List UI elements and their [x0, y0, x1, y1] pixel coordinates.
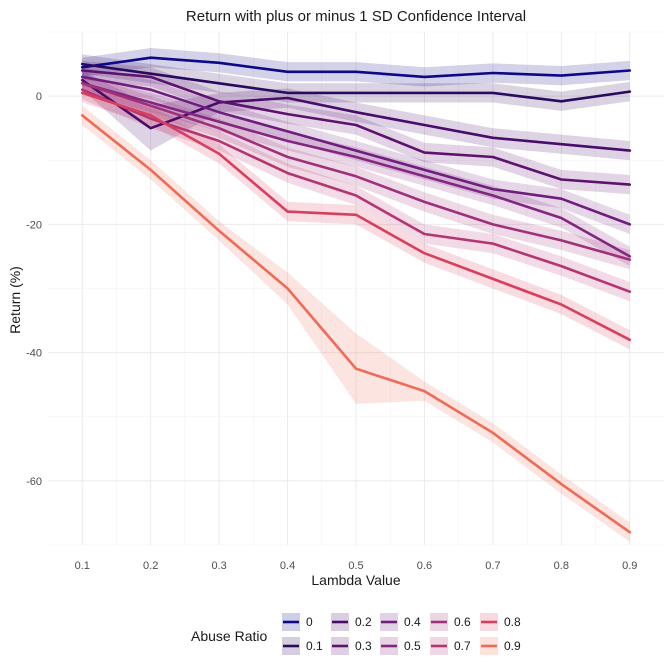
legend-items: 0 0.1 0.2 0.3 0.4 0.5 0.6 0.7 0.8 0.9 [282, 613, 521, 655]
legend-item: 0.5 [380, 637, 421, 655]
y-axis-title: Return (%) [7, 266, 23, 334]
x-tick-label: 0.9 [622, 560, 637, 572]
legend-label: 0.4 [404, 615, 421, 629]
series-line [80, 91, 632, 342]
x-tick-label: 0.2 [143, 560, 158, 572]
series-line [80, 69, 632, 186]
chart-title: Return with plus or minus 1 SD Confidenc… [186, 8, 526, 25]
legend-label: 0.5 [404, 639, 421, 653]
y-tick-labels: 0 -20 -40 -60 [26, 91, 42, 488]
legend-label: 0.1 [306, 639, 323, 653]
series-line [80, 114, 632, 534]
series-ribbon [82, 54, 630, 111]
legend-title: Abuse Ratio [191, 628, 267, 644]
x-tick-label: 0.8 [554, 560, 569, 572]
legend-item: 0.8 [480, 613, 521, 631]
legend-item: 0.3 [331, 637, 372, 655]
x-tick-label: 0.4 [280, 560, 295, 572]
x-tick-label: 0.5 [348, 560, 363, 572]
x-tick-label: 0.3 [211, 560, 226, 572]
series-line [80, 78, 632, 152]
series-line [80, 82, 632, 261]
series-line [80, 88, 632, 294]
x-tick-label: 0.6 [417, 560, 432, 572]
x-tick-label: 0.7 [485, 560, 500, 572]
legend-item: 0.7 [430, 637, 471, 655]
y-tick-label: -60 [26, 476, 42, 488]
legend-item: 0.1 [282, 637, 323, 655]
legend-item: 0.2 [331, 613, 372, 631]
legend-item: 0.9 [480, 637, 521, 655]
legend-label: 0.9 [504, 639, 521, 653]
series-line [80, 75, 632, 226]
legend-label: 0.3 [355, 639, 372, 653]
series-ribbon [82, 80, 630, 302]
series-ribbon [82, 60, 630, 195]
x-tick-label: 0.1 [75, 560, 90, 572]
legend-label: 0.6 [454, 615, 471, 629]
legend: Abuse Ratio 0 0.1 0.2 0.3 0.4 0.5 0.6 0.7 0.8 0.9 [191, 613, 521, 655]
y-tick-label: 0 [36, 91, 42, 103]
grid-layer [48, 31, 664, 546]
legend-label: 0 [306, 615, 313, 629]
legend-label: 0.8 [504, 615, 521, 629]
legend-label: 0.7 [454, 639, 471, 653]
series-line [80, 56, 632, 79]
x-tick-labels: 0.1 0.2 0.3 0.4 0.5 0.6 0.7 0.8 0.9 [75, 560, 638, 572]
series-ribbon [82, 83, 630, 350]
legend-item: 0.6 [430, 613, 471, 631]
legend-item: 0 [282, 613, 313, 631]
series-ribbon [82, 48, 630, 87]
y-tick-label: -20 [26, 219, 42, 231]
series-line [80, 62, 632, 103]
x-axis-title: Lambda Value [311, 572, 400, 588]
series-line [80, 82, 632, 258]
legend-label: 0.2 [355, 615, 372, 629]
legend-item: 0.4 [380, 613, 421, 631]
y-tick-label: -40 [26, 348, 42, 360]
line-layer [80, 56, 632, 534]
